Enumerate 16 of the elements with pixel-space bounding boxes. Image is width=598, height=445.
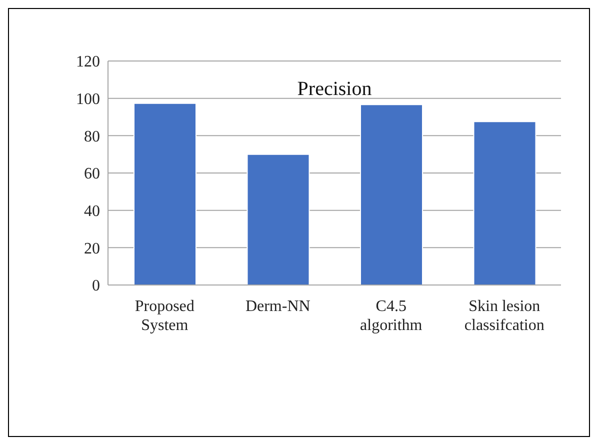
y-tick-label: 60 xyxy=(84,166,100,183)
y-tick-label: 120 xyxy=(76,54,100,71)
bar xyxy=(246,154,310,285)
x-tick-label: C4.5 algorithm xyxy=(360,298,423,334)
bar xyxy=(360,104,423,285)
x-tick-label: Skin lesion classifcation xyxy=(464,298,544,334)
y-tick-label: 0 xyxy=(92,278,100,295)
bar xyxy=(134,102,196,285)
y-tick-label: 100 xyxy=(76,91,100,108)
text: Precision xyxy=(296,78,373,101)
x-tick-label: Proposed System xyxy=(134,298,194,334)
x-tick-label: Derm-NN xyxy=(245,298,311,315)
y-tick-label: 40 xyxy=(84,203,100,220)
y-tick-label: 80 xyxy=(84,128,100,146)
bar xyxy=(473,121,536,285)
y-tick-label: 20 xyxy=(84,240,100,258)
